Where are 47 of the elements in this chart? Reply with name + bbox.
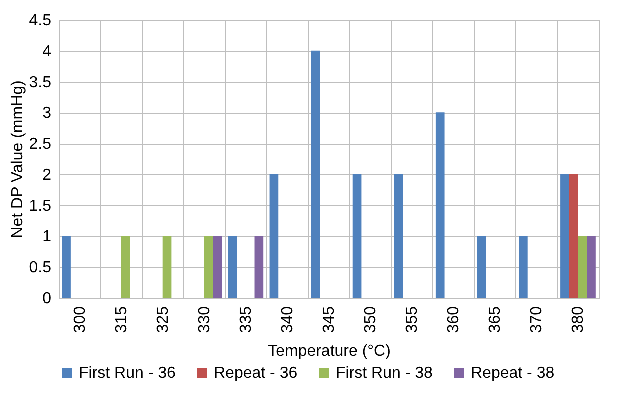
x-axis-title: Temperature (°C): [268, 343, 391, 360]
legend-label: Repeat - 38: [471, 365, 555, 382]
y-tick-label: 2.5: [29, 136, 52, 154]
bar: [270, 174, 279, 298]
legend-label: First Run - 38: [336, 365, 434, 382]
y-tick-label: 3: [42, 105, 52, 122]
x-tick-label: 350: [362, 306, 380, 334]
bar: [228, 236, 238, 298]
bar: [519, 236, 528, 298]
x-tick-label: 345: [321, 306, 338, 334]
bar: [311, 50, 320, 298]
y-axis-title: Net DP Value (mmHg): [9, 80, 26, 238]
x-tick-label: 340: [279, 306, 296, 334]
x-tick-label: 365: [487, 306, 504, 334]
y-tick-label: 0.5: [29, 260, 52, 277]
legend-label: Repeat - 36: [214, 365, 298, 382]
bar: [569, 174, 578, 298]
bar: [213, 236, 222, 298]
y-tick-label: 2: [42, 166, 52, 184]
x-tick-label: 325: [154, 306, 172, 334]
x-tick-label: 380: [570, 306, 588, 334]
bar: [394, 174, 404, 298]
y-tick-label: 3.5: [29, 74, 52, 92]
y-tick-label: 4: [42, 43, 52, 60]
legend-label: First Run - 36: [79, 365, 176, 382]
x-tick-label: 300: [72, 306, 89, 334]
bar: [254, 236, 264, 298]
bar: [560, 174, 570, 298]
x-tick-label: 360: [446, 306, 463, 334]
bar: [62, 236, 71, 298]
bar: [352, 174, 362, 298]
y-tick-label: 4.5: [29, 12, 52, 30]
x-tick-label: 355: [404, 306, 422, 334]
bar: [578, 236, 588, 298]
bar: [436, 112, 445, 298]
bar: [162, 236, 172, 298]
x-tick-label: 370: [528, 306, 546, 334]
bar: [477, 236, 486, 298]
x-tick-label: 315: [113, 306, 130, 334]
bar: [204, 236, 214, 298]
y-tick-label: 1: [42, 228, 52, 246]
x-tick-label: 335: [238, 306, 255, 334]
x-tick-label: 330: [196, 306, 214, 334]
y-tick-label: 1.5: [29, 198, 52, 215]
y-tick-label: 0: [42, 290, 52, 308]
bar: [587, 236, 596, 298]
bar: [121, 236, 130, 298]
